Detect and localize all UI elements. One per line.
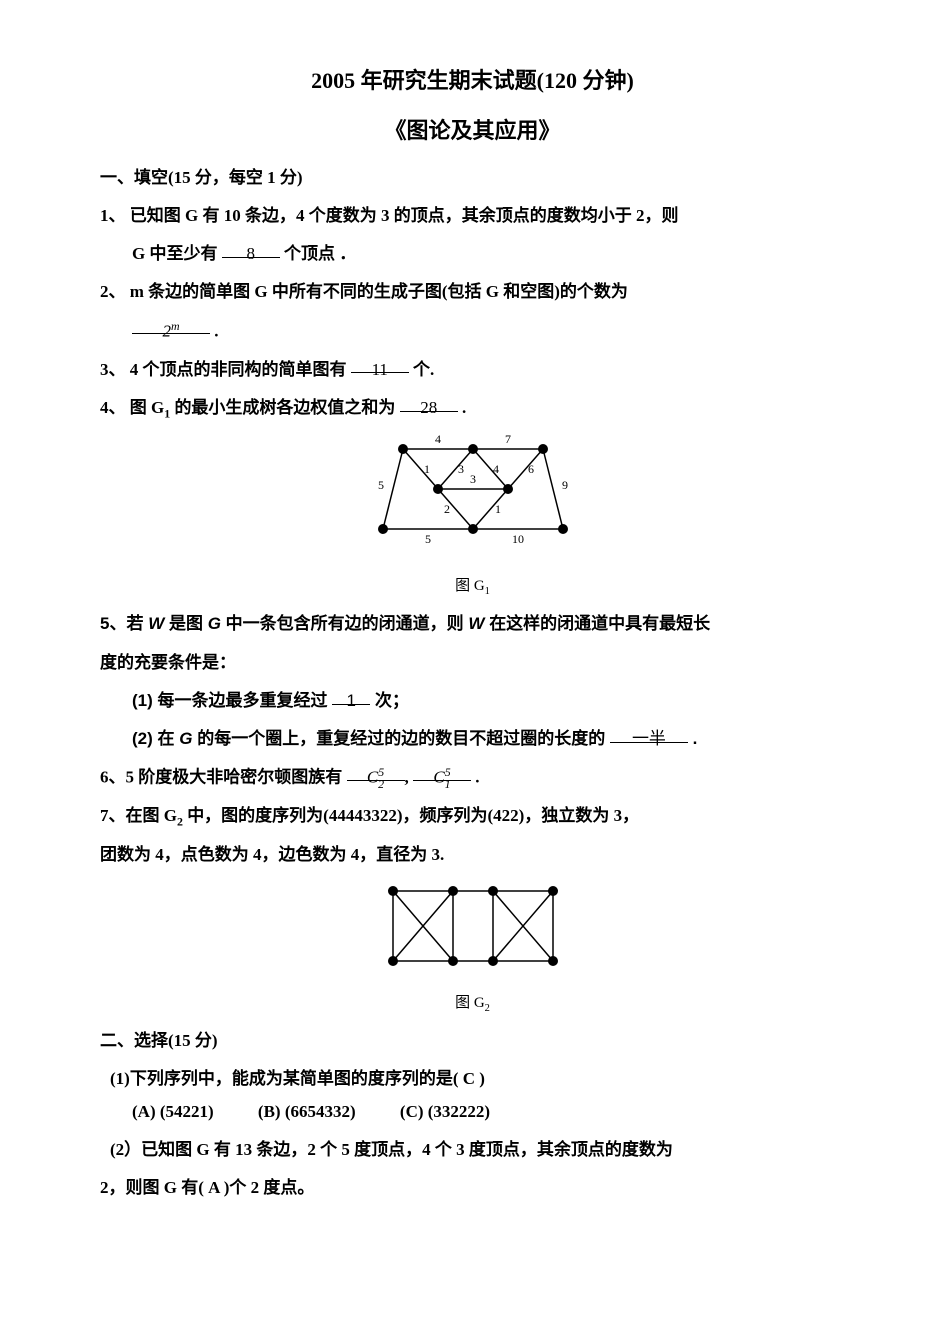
q5-line2: 度的充要条件是： bbox=[100, 647, 845, 679]
q7-mid: 中，图的度序列为(44443322)，频序列为(422)，独立数为 3， bbox=[187, 806, 639, 825]
q1-line2-pre: G 中至少有 bbox=[132, 244, 217, 263]
q5-p1-post: 次； bbox=[375, 691, 409, 710]
opt-c: (C) (332222) bbox=[400, 1102, 490, 1121]
caption-g2-sub: 2 bbox=[485, 1003, 490, 1014]
svg-text:5: 5 bbox=[378, 478, 384, 492]
q5-d: 在这样的闭通道中具有最短长 bbox=[489, 614, 710, 633]
q4-post: . bbox=[462, 398, 466, 417]
page-title: 2005 年研究生期末试题(120 分钟) bbox=[100, 60, 845, 102]
s2-q1: (1)下列序列中，能成为某简单图的度序列的是( C ) bbox=[100, 1063, 845, 1095]
q4-pre: 4、 图 G bbox=[100, 398, 164, 417]
q1-pre: 1、 已知图 G 有 10 条边，4 个度数为 3 的顶点，其余顶点的度数均小于… bbox=[100, 206, 678, 225]
caption-g1-sub: 1 bbox=[485, 586, 490, 597]
q5-c: 中一条包含所有边的闭通道，则 bbox=[226, 614, 469, 633]
q2-pre: 2、 m 条边的简单图 G 中所有不同的生成子图(包括 G 和空图)的个数为 bbox=[100, 282, 628, 301]
q2-blank: 2m bbox=[132, 315, 210, 335]
q5-p1-blank: 1 bbox=[332, 685, 370, 705]
q6: 6、5 阶度极大非哈密尔顿图族有 C52 , C51 . bbox=[100, 761, 845, 794]
q5-w2: W bbox=[468, 614, 484, 633]
q2-line2: 2m . bbox=[100, 315, 845, 348]
caption-g1-pre: 图 G bbox=[455, 578, 485, 594]
q2-ans-sup: m bbox=[171, 319, 180, 333]
q6-blank1: C52 bbox=[347, 761, 405, 781]
q6-blank2: C51 bbox=[413, 761, 471, 781]
q2: 2、 m 条边的简单图 G 中所有不同的生成子图(包括 G 和空图)的个数为 bbox=[100, 276, 845, 308]
svg-text:1: 1 bbox=[424, 462, 430, 476]
caption-g2: 图 G2 bbox=[100, 989, 845, 1019]
q3-blank: 11 bbox=[351, 354, 409, 374]
q3-pre: 3、 4 个顶点的非同构的简单图有 bbox=[100, 360, 347, 379]
svg-text:3: 3 bbox=[470, 472, 476, 486]
q5-p2-blank: 一半 bbox=[610, 723, 688, 743]
svg-text:10: 10 bbox=[512, 532, 524, 546]
opt-b: (B) (6654332) bbox=[258, 1102, 356, 1121]
q6-a2-base: C bbox=[433, 768, 444, 787]
q5-p2-g: G bbox=[179, 729, 192, 748]
q4: 4、 图 G1 的最小生成树各边权值之和为 28 . bbox=[100, 392, 845, 425]
q6-a1-base: C bbox=[367, 768, 378, 787]
q1-line2-post: 个顶点 ． bbox=[284, 244, 356, 263]
q5: 5、若 W 是图 G 中一条包含所有边的闭通道，则 W 在这样的闭通道中具有最短… bbox=[100, 608, 845, 640]
q5-p2-post: . bbox=[693, 729, 698, 748]
q4-blank: 28 bbox=[400, 392, 458, 412]
graph-g2-svg bbox=[373, 876, 573, 976]
q7-l1: 7、在图 G bbox=[100, 806, 177, 825]
q5-p2-pre: (2) 在 bbox=[132, 729, 179, 748]
q2-post: . bbox=[214, 321, 218, 340]
svg-text:3: 3 bbox=[458, 462, 464, 476]
q3-post: 个. bbox=[413, 360, 434, 379]
q1-line2: G 中至少有 8 个顶点 ． bbox=[100, 238, 845, 270]
section2-head: 二、选择(15 分) bbox=[100, 1025, 845, 1057]
q7-l2: 团数为 4，点色数为 4，边色数为 4，直径为 3. bbox=[100, 839, 845, 871]
s2-q2-l1: (2）已知图 G 有 13 条边，2 个 5 度顶点，4 个 3 度顶点，其余顶… bbox=[100, 1134, 845, 1166]
section1-head: 一、填空(15 分，每空 1 分) bbox=[100, 162, 845, 194]
q5-p1-pre: (1) 每一条边最多重复经过 bbox=[132, 691, 328, 710]
svg-text:2: 2 bbox=[444, 502, 450, 516]
q2-ans-base: 2 bbox=[162, 321, 171, 340]
svg-text:4: 4 bbox=[435, 432, 441, 446]
svg-text:7: 7 bbox=[505, 432, 511, 446]
q5-p2-mid: 的每一个圈上，重复经过的边的数目不超过圈的长度的 bbox=[197, 729, 605, 748]
caption-g2-pre: 图 G bbox=[455, 995, 485, 1011]
q4-sub: 1 bbox=[164, 406, 170, 420]
figure-g2: 图 G2 bbox=[100, 876, 845, 1019]
q7-sub: 2 bbox=[177, 815, 183, 829]
s2-q1-opts: (A) (54221) (B) (6654332) (C) (332222) bbox=[100, 1096, 845, 1128]
q7: 7、在图 G2 中，图的度序列为(44443322)，频序列为(422)，独立数… bbox=[100, 800, 845, 833]
q5-b: 是图 bbox=[169, 614, 208, 633]
q6-comma: , bbox=[405, 768, 409, 787]
q3: 3、 4 个顶点的非同构的简单图有 11 个. bbox=[100, 354, 845, 386]
svg-text:1: 1 bbox=[495, 502, 501, 516]
q1-blank: 8 bbox=[222, 238, 280, 258]
q6-a2-sub: 1 bbox=[445, 777, 451, 791]
opt-a: (A) (54221) bbox=[132, 1102, 214, 1121]
svg-text:9: 9 bbox=[562, 478, 568, 492]
q5-g1: G bbox=[208, 614, 221, 633]
q5-p2: (2) 在 G 的每一个圈上，重复经过的边的数目不超过圈的长度的 一半 . bbox=[100, 723, 845, 755]
svg-text:5: 5 bbox=[425, 532, 431, 546]
page-subtitle: 《图论及其应用》 bbox=[100, 110, 845, 152]
q5-p1: (1) 每一条边最多重复经过 1 次； bbox=[100, 685, 845, 717]
q4-mid: 的最小生成树各边权值之和为 bbox=[174, 398, 395, 417]
svg-text:6: 6 bbox=[528, 462, 534, 476]
figure-g1: 47134621359510 图 G1 bbox=[100, 429, 845, 602]
q6-a1-sub: 2 bbox=[378, 777, 384, 791]
q6-post: . bbox=[475, 768, 479, 787]
caption-g1: 图 G1 bbox=[100, 572, 845, 602]
q5-a: 5、若 bbox=[100, 614, 148, 633]
q6-pre: 6、5 阶度极大非哈密尔顿图族有 bbox=[100, 768, 342, 787]
svg-text:4: 4 bbox=[493, 462, 499, 476]
s2-q2-l2: 2，则图 G 有( A )个 2 度点。 bbox=[100, 1172, 845, 1204]
graph-g1-svg: 4 7 1 3 4 6 2 1 3 5 9 5 10 bbox=[353, 429, 593, 559]
q1: 1、 已知图 G 有 10 条边，4 个度数为 3 的顶点，其余顶点的度数均小于… bbox=[100, 200, 845, 232]
q5-w1: W bbox=[148, 614, 164, 633]
